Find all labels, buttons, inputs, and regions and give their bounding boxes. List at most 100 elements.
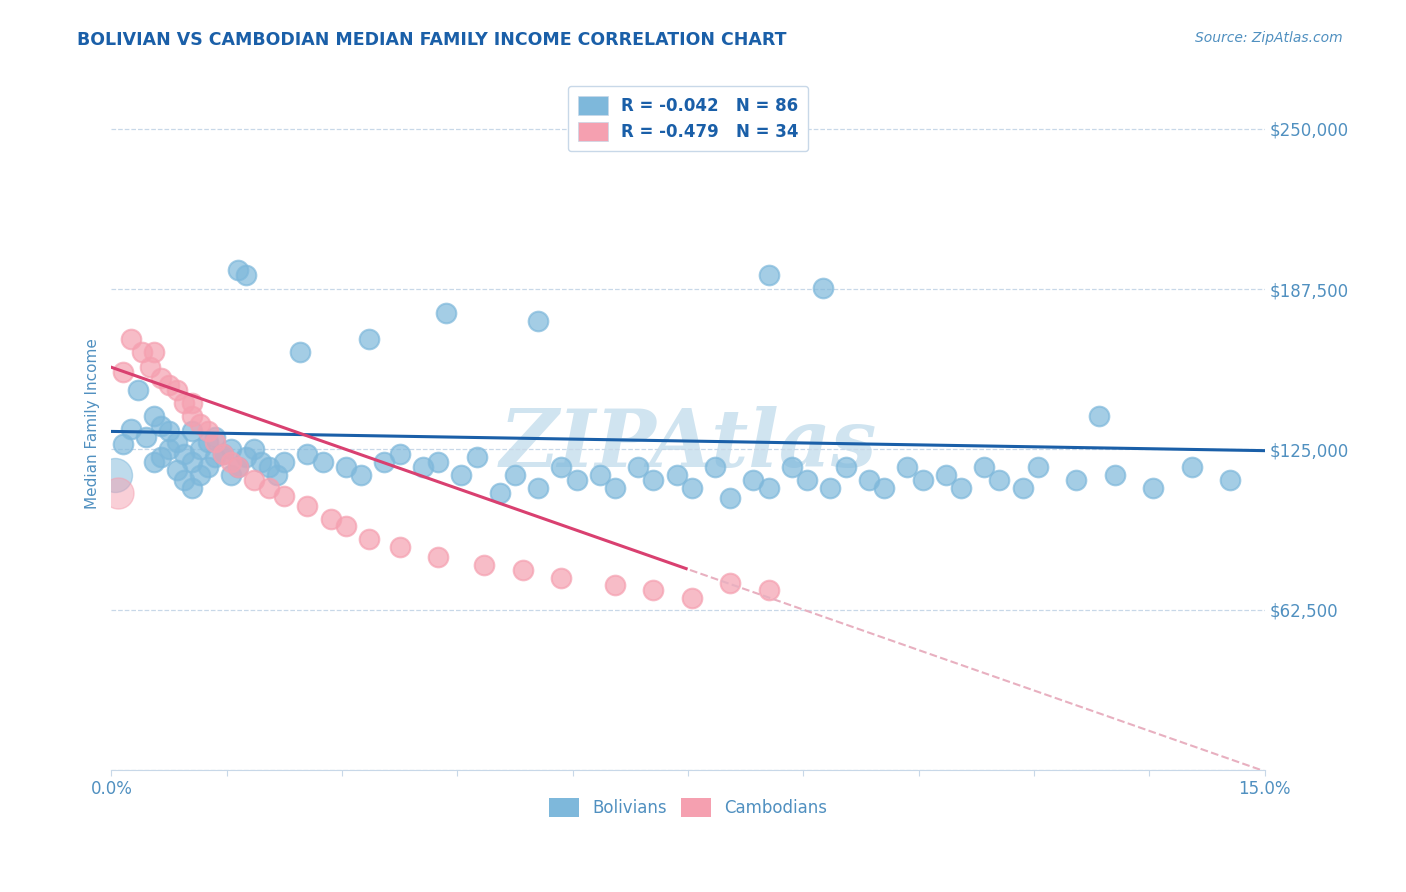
- Point: [388, 540, 411, 554]
- Point: [465, 450, 488, 464]
- Text: ZIPAtlas: ZIPAtlas: [499, 406, 877, 483]
- Point: [197, 460, 219, 475]
- Point: [603, 578, 626, 592]
- Point: [565, 473, 588, 487]
- Point: [1066, 473, 1088, 487]
- Point: [665, 468, 688, 483]
- Point: [181, 409, 204, 423]
- Text: Source: ZipAtlas.com: Source: ZipAtlas.com: [1195, 31, 1343, 45]
- Point: [127, 384, 149, 398]
- Point: [257, 460, 280, 475]
- Point: [550, 571, 572, 585]
- Point: [434, 306, 457, 320]
- Point: [120, 332, 142, 346]
- Point: [1088, 409, 1111, 423]
- Point: [219, 455, 242, 469]
- Point: [142, 455, 165, 469]
- Point: [1142, 481, 1164, 495]
- Point: [173, 448, 195, 462]
- Point: [1181, 460, 1204, 475]
- Point: [627, 460, 650, 475]
- Point: [643, 583, 665, 598]
- Point: [235, 268, 257, 282]
- Point: [758, 583, 780, 598]
- Point: [188, 468, 211, 483]
- Point: [131, 345, 153, 359]
- Point: [212, 448, 235, 462]
- Point: [704, 460, 727, 475]
- Point: [288, 345, 311, 359]
- Point: [181, 396, 204, 410]
- Point: [150, 450, 173, 464]
- Point: [142, 409, 165, 423]
- Legend: Bolivians, Cambodians: Bolivians, Cambodians: [543, 791, 834, 824]
- Point: [742, 473, 765, 487]
- Point: [212, 448, 235, 462]
- Point: [219, 468, 242, 483]
- Point: [173, 396, 195, 410]
- Point: [257, 481, 280, 495]
- Point: [1219, 473, 1241, 487]
- Point: [104, 468, 127, 483]
- Point: [718, 575, 741, 590]
- Point: [235, 450, 257, 464]
- Point: [527, 481, 550, 495]
- Point: [139, 360, 162, 375]
- Point: [858, 473, 880, 487]
- Point: [173, 473, 195, 487]
- Point: [681, 481, 703, 495]
- Point: [973, 460, 995, 475]
- Point: [166, 434, 188, 449]
- Point: [142, 345, 165, 359]
- Point: [780, 460, 803, 475]
- Point: [273, 455, 295, 469]
- Point: [197, 434, 219, 449]
- Point: [643, 473, 665, 487]
- Point: [427, 550, 450, 565]
- Point: [111, 437, 134, 451]
- Point: [412, 460, 434, 475]
- Point: [873, 481, 896, 495]
- Point: [350, 468, 373, 483]
- Point: [450, 468, 472, 483]
- Point: [273, 489, 295, 503]
- Point: [512, 563, 534, 577]
- Point: [107, 486, 129, 500]
- Point: [204, 429, 226, 443]
- Point: [188, 442, 211, 457]
- Point: [472, 558, 495, 572]
- Point: [157, 442, 180, 457]
- Point: [896, 460, 918, 475]
- Point: [388, 448, 411, 462]
- Point: [242, 473, 264, 487]
- Point: [111, 366, 134, 380]
- Point: [603, 481, 626, 495]
- Point: [181, 425, 204, 439]
- Point: [204, 434, 226, 449]
- Point: [527, 314, 550, 328]
- Point: [911, 473, 934, 487]
- Point: [157, 425, 180, 439]
- Point: [226, 460, 249, 475]
- Point: [935, 468, 957, 483]
- Point: [427, 455, 450, 469]
- Point: [188, 417, 211, 431]
- Point: [357, 332, 380, 346]
- Point: [811, 281, 834, 295]
- Point: [181, 455, 204, 469]
- Text: BOLIVIAN VS CAMBODIAN MEDIAN FAMILY INCOME CORRELATION CHART: BOLIVIAN VS CAMBODIAN MEDIAN FAMILY INCO…: [77, 31, 787, 49]
- Point: [503, 468, 526, 483]
- Point: [1026, 460, 1049, 475]
- Point: [157, 378, 180, 392]
- Y-axis label: Median Family Income: Median Family Income: [86, 338, 100, 509]
- Point: [335, 519, 357, 533]
- Point: [988, 473, 1011, 487]
- Point: [312, 455, 335, 469]
- Point: [166, 384, 188, 398]
- Point: [204, 450, 226, 464]
- Point: [166, 463, 188, 477]
- Point: [181, 481, 204, 495]
- Point: [266, 468, 288, 483]
- Point: [1011, 481, 1033, 495]
- Point: [197, 425, 219, 439]
